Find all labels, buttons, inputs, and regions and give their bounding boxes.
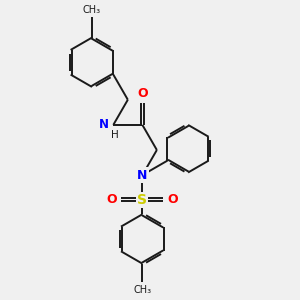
Text: O: O [106,193,117,206]
Text: S: S [137,193,147,207]
Text: CH₃: CH₃ [83,5,101,15]
Text: N: N [99,118,109,131]
Text: O: O [168,193,178,206]
Text: O: O [137,87,148,100]
Text: H: H [111,130,119,140]
Text: CH₃: CH₃ [133,285,152,296]
Text: N: N [137,169,148,182]
